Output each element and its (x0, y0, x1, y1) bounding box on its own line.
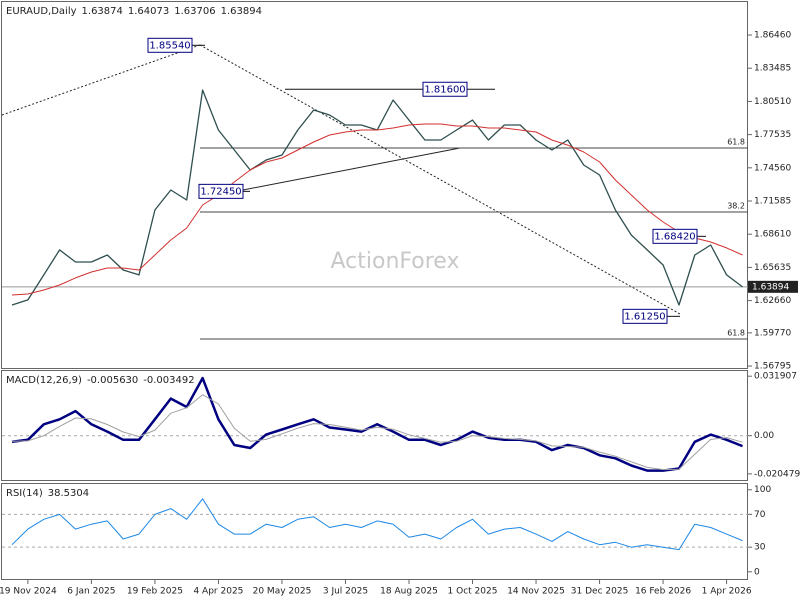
annotation-box (622, 308, 668, 324)
x-tick-label: 20 May 2025 (253, 587, 312, 597)
trend-line (1, 44, 201, 116)
rsi-pane (1, 483, 748, 580)
x-tick-label: 19 Nov 2024 (0, 587, 57, 597)
y-tick-label: 1.65635 (754, 263, 791, 273)
annotation-label: 1.68420 (654, 231, 695, 242)
x-tick-label: 18 Aug 2025 (380, 587, 438, 597)
y-tick-label: 1.86460 (754, 31, 791, 41)
pane-header: MACD(12,26,9) -0.005630 -0.003492 (6, 375, 195, 386)
fib-label: 61.8 (727, 328, 745, 337)
last-price-label: 1.63894 (752, 282, 789, 292)
y-tick-label: 1.83485 (754, 64, 791, 74)
annotation-box (422, 81, 468, 97)
x-tick-label: 1 Apr 2026 (702, 587, 752, 597)
x-tick-label: 16 Feb 2026 (635, 587, 691, 597)
fib-label: 38.2 (727, 202, 745, 211)
y-tick-label: 1.68610 (754, 230, 791, 240)
x-tick-label: 1 Oct 2025 (448, 587, 498, 597)
annotation-label: 1.81600 (424, 84, 465, 95)
pane-title: MACD(12,26,9) (6, 375, 82, 386)
x-tick-label: 19 Feb 2025 (127, 587, 183, 597)
readout-value: -0.003492 (143, 375, 194, 386)
y-tick-label: 1.71585 (754, 197, 791, 207)
annotation-label: 1.85540 (149, 40, 190, 51)
y-tick-label: 1.62660 (754, 296, 791, 306)
readout-value: 1.63874 (82, 6, 123, 17)
readout-value: 1.64073 (128, 6, 169, 17)
x-tick-label: 6 Jan 2025 (67, 587, 115, 597)
y-tick-label: 1.77535 (754, 130, 791, 140)
x-tick-label: 31 Dec 2025 (571, 587, 629, 597)
readout-value: 1.63706 (174, 6, 215, 17)
y-tick-label: 30 (754, 543, 766, 553)
readout-value: -0.005630 (87, 375, 138, 386)
y-tick-label: 1.80510 (754, 97, 791, 107)
readout-value: 38.5304 (48, 488, 89, 499)
series-line (11, 498, 743, 551)
pane-header: RSI(14) 38.5304 (6, 488, 89, 499)
x-tick-label: 3 Jul 2025 (323, 587, 368, 597)
y-tick-label: 70 (754, 510, 766, 520)
readout-value: 1.63894 (221, 6, 262, 17)
pane-title: RSI(14) (6, 488, 43, 499)
y-tick-label: 0.031907 (754, 372, 797, 382)
x-tick-label: 14 Nov 2025 (507, 587, 565, 597)
fib-label: 61.8 (727, 137, 745, 146)
y-tick-label: 1.56795 (754, 362, 791, 372)
watermark: ActionForex (331, 249, 460, 274)
series-line (11, 394, 743, 471)
trend-line (242, 147, 461, 191)
pane-title: EURAUD,Daily (6, 6, 77, 17)
y-tick-label: 100 (754, 485, 771, 495)
y-tick-label: -0.020479 (754, 469, 800, 479)
price-pane (1, 1, 748, 369)
x-tick-label: 4 Apr 2025 (193, 587, 243, 597)
annotation-label: 1.61250 (624, 311, 665, 322)
series-line (11, 123, 743, 296)
annotation-box (652, 228, 698, 244)
last-price-box (748, 280, 798, 293)
y-tick-label: 0.00 (754, 431, 774, 441)
pane-header: EURAUD,Daily 1.63874 1.64073 1.63706 1.63894 (6, 6, 262, 17)
annotation-label: 1.72450 (200, 186, 241, 197)
y-tick-label: 1.74560 (754, 163, 791, 173)
series-line (11, 376, 743, 472)
annotation-box (198, 183, 244, 199)
annotation-box (147, 37, 193, 53)
y-tick-label: 1.59770 (754, 328, 791, 338)
y-tick-label: 0 (754, 567, 760, 577)
